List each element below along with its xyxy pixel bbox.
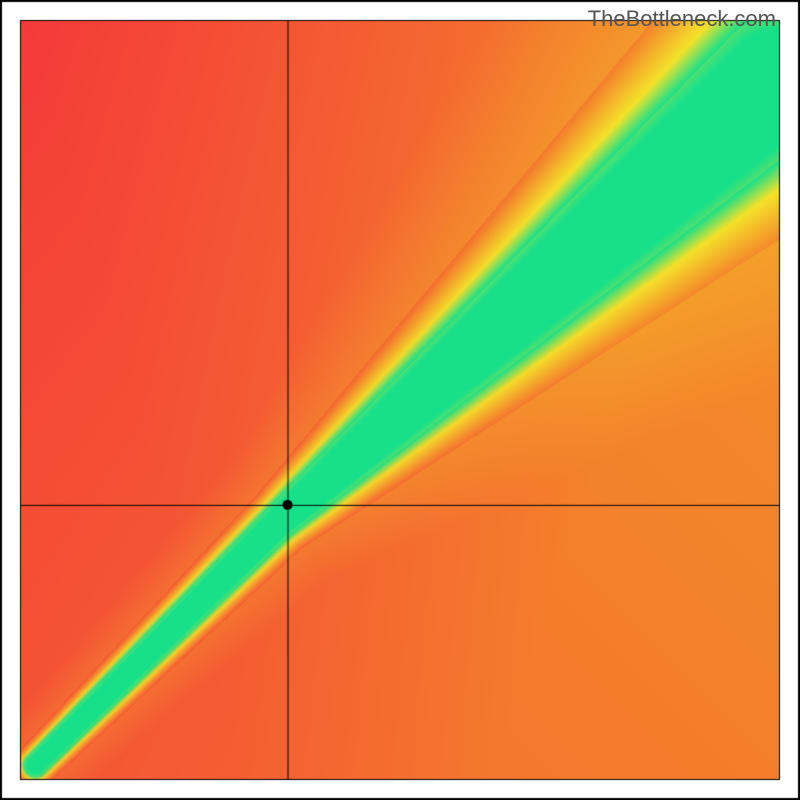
- watermark-text: TheBottleneck.com: [588, 6, 776, 32]
- chart-container: TheBottleneck.com: [0, 0, 800, 800]
- bottleneck-heatmap: [0, 0, 800, 800]
